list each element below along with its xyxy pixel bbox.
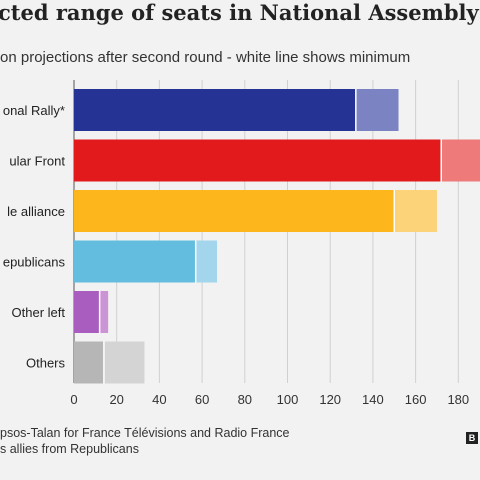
x-tick-label: 60 (195, 392, 209, 407)
category-label: Other left (12, 305, 66, 320)
category-label: Others (26, 356, 66, 371)
bar-min (74, 341, 104, 384)
x-tick-label: 140 (362, 392, 384, 407)
chart-title: cted range of seats in National Assembly (0, 0, 479, 25)
x-tick-label: 0 (70, 392, 77, 407)
x-tick-label: 20 (109, 392, 123, 407)
category-label: onal Rally* (3, 103, 65, 118)
x-tick-label: 40 (152, 392, 166, 407)
bar-min (74, 139, 442, 182)
bbc-logo: B (466, 432, 478, 444)
bar-min (74, 89, 356, 131)
category-label: epublicans (3, 255, 66, 270)
footnote-allies: s allies from Republicans (0, 442, 139, 456)
bar-min (74, 291, 100, 333)
chart-subtitle: on projections after second round - whit… (0, 49, 411, 66)
x-tick-label: 160 (405, 392, 427, 407)
bar-min (74, 190, 395, 232)
bar-min (74, 240, 196, 283)
category-label: ular Front (9, 154, 65, 169)
x-tick-label: 120 (319, 392, 341, 407)
x-tick-label: 80 (238, 392, 252, 407)
x-tick-label: 100 (277, 392, 299, 407)
category-label: le alliance (7, 204, 65, 219)
x-tick-label: 180 (447, 392, 469, 407)
source-note: psos-Talan for France Télévisions and Ra… (0, 426, 290, 440)
